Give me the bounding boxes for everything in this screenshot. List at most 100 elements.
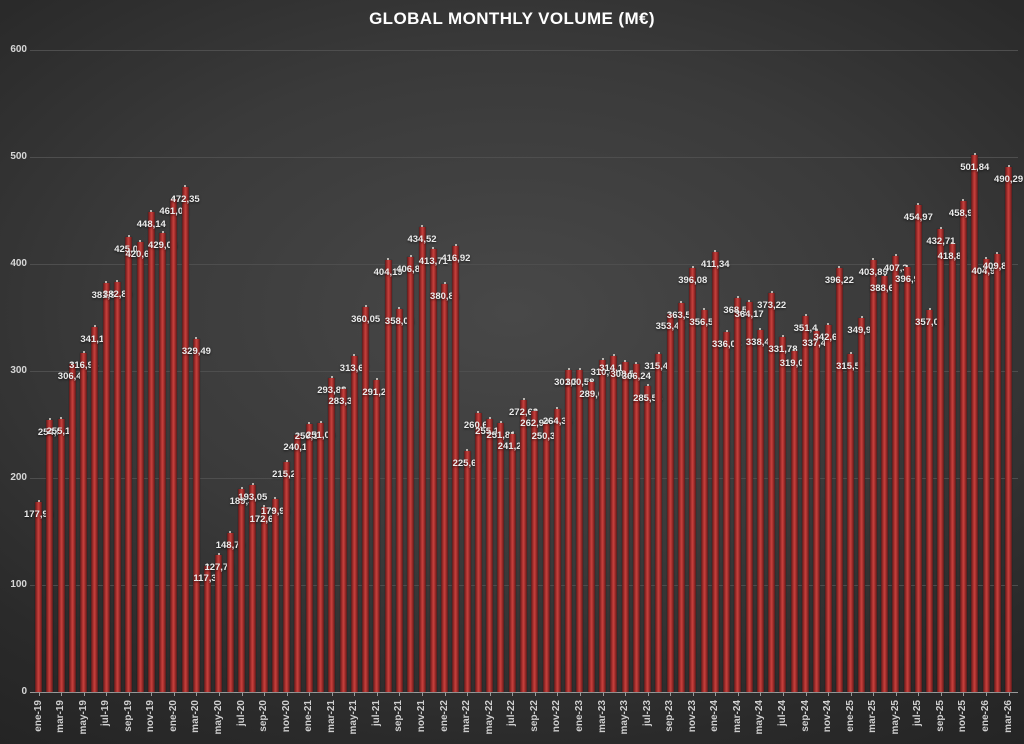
bar-value-label: 225,67: [452, 457, 482, 469]
x-axis-label: nov-25: [957, 700, 969, 733]
bar: [768, 292, 776, 692]
x-axis-label: mar-22: [461, 700, 473, 733]
bar-value-label: 373,22: [757, 299, 787, 311]
bar-top-dot: [939, 227, 942, 229]
bar: [305, 424, 313, 692]
bar-value-label: 289,6: [579, 389, 604, 401]
x-axis-label: sep-24: [799, 700, 811, 732]
bar-value-label: 329,49: [181, 346, 211, 358]
bar-top-dot: [736, 295, 739, 298]
bar-top-dot: [443, 282, 446, 285]
bar-value-label: 396,08: [678, 275, 708, 287]
bar-value-label: 177,98: [23, 508, 54, 520]
bar-top-dot: [375, 378, 378, 381]
bar: [835, 268, 843, 692]
bar-value-label: 283,39: [328, 395, 358, 407]
bar: [271, 499, 279, 692]
bar: [35, 501, 42, 692]
bar-top-dot: [477, 411, 480, 414]
bar-value-label: 341,16: [80, 333, 110, 345]
gridline: [30, 692, 1018, 693]
bar: [644, 386, 652, 692]
bar-value-label: 404,94: [971, 265, 1001, 277]
axis-tick: [512, 692, 514, 696]
bar-value-label: 382,89: [102, 289, 132, 301]
bar-value-label: 351,4: [793, 323, 818, 334]
bar-top-dot: [274, 497, 277, 500]
bar-top-dot: [906, 265, 909, 268]
gridline: [30, 157, 1018, 158]
axis-tick: [940, 692, 942, 696]
bar-top-dot: [691, 266, 694, 269]
x-axis-label: mar-19: [55, 700, 67, 733]
x-axis-label: mar-26: [1002, 700, 1014, 733]
bar-top-dot: [703, 308, 706, 311]
bar: [565, 369, 573, 692]
x-axis-label: mar-20: [190, 700, 202, 733]
bar-value-label: 315,47: [644, 361, 674, 373]
bar-value-label: 336,04: [712, 339, 742, 351]
axis-tick: [61, 692, 63, 696]
axis-tick: [670, 692, 672, 696]
bar-top-dot: [511, 431, 514, 434]
bar: [125, 237, 133, 692]
bar-top-dot: [1007, 165, 1010, 168]
axis-tick: [489, 692, 491, 696]
x-axis-label: jul-22: [506, 700, 518, 727]
bar-top-dot: [996, 251, 999, 254]
bar: [395, 308, 403, 692]
bar-top-dot: [612, 353, 615, 356]
bar: [204, 566, 212, 692]
bar: [858, 317, 866, 692]
axis-tick: [264, 692, 266, 696]
bar-value-label: 308,53: [610, 368, 640, 380]
bar-top-dot: [217, 553, 220, 556]
bar-value-label: 300,58: [565, 377, 595, 389]
bar: [599, 359, 606, 692]
bar-top-dot: [37, 499, 40, 502]
x-axis-label: may-22: [483, 700, 495, 735]
bar: [384, 259, 392, 692]
bar-value-label: 255,12: [46, 426, 76, 438]
bar-value-label: 240,10: [283, 442, 313, 454]
bar: [136, 241, 144, 692]
x-axis-label: sep-20: [258, 700, 270, 732]
bar-top-dot: [827, 323, 830, 326]
bar: [790, 350, 798, 692]
bar: [621, 361, 629, 692]
bar-top-dot: [590, 380, 593, 383]
bar-top-dot: [240, 487, 243, 490]
bar-value-label: 432,71: [926, 236, 956, 247]
axis-tick: [422, 692, 424, 696]
bar: [779, 336, 787, 692]
bar-value-label: 272,62: [509, 407, 539, 419]
axis-tick: [106, 692, 108, 696]
bar: [903, 267, 911, 692]
x-axis-label: ene-26: [980, 700, 992, 732]
bar: [113, 282, 121, 692]
bar-value-label: 215,26: [272, 468, 302, 480]
bar-value-label: 262,92: [520, 417, 550, 429]
bar: [1005, 167, 1013, 692]
bar: [328, 377, 336, 692]
bar: [689, 268, 697, 692]
bar-value-label: 357,03: [915, 316, 945, 328]
x-axis-label: ene-23: [573, 700, 585, 732]
axis-tick: [331, 692, 333, 696]
bar-value-label: 193,05: [238, 492, 268, 504]
gridline: [30, 50, 1018, 51]
bar-value-label: 356,56: [689, 317, 719, 329]
bar-top-dot: [601, 357, 604, 360]
bar: [666, 313, 674, 692]
bar-value-label: 353,44: [655, 320, 685, 332]
bar: [587, 382, 595, 692]
axis-tick: [1008, 692, 1010, 696]
axis-tick: [986, 692, 988, 696]
bar-value-label: 301,31: [554, 376, 584, 388]
bar-value-label: 407,3: [883, 263, 908, 275]
bar: [474, 413, 482, 692]
bar-top-dot: [353, 354, 356, 357]
bar-top-dot: [263, 505, 266, 508]
bar-top-dot: [116, 280, 119, 283]
bar-value-label: 148,79: [215, 539, 245, 551]
